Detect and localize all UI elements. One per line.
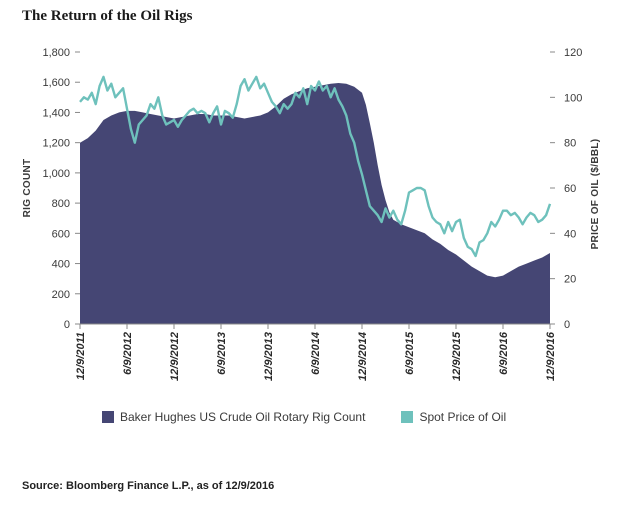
left-tick-label: 1,600	[42, 77, 70, 89]
left-tick-label: 200	[52, 289, 70, 301]
oil-price-line	[79, 75, 552, 258]
left-tick-label: 800	[52, 198, 70, 210]
right-tick-label: 60	[564, 183, 576, 195]
left-tick-label: 1,400	[42, 107, 70, 119]
right-tick-label: 40	[564, 228, 576, 240]
x-tick-label: 6/9/2015	[404, 331, 416, 375]
x-axis-ticks: 12/9/2011 6/9/2012 12/9/2012 6/9/2013 12/9/2…	[75, 324, 557, 381]
chart-title: The Return of the Oil Rigs	[22, 8, 193, 24]
legend-item-oil-price: Spot Price of Oil	[401, 410, 506, 424]
legend-swatch-oil-price	[401, 411, 414, 423]
legend-item-rig-count: Baker Hughes US Crude Oil Rotary Rig Cou…	[102, 410, 365, 424]
right-axis-title: PRICE OF OIL ($/BBL)	[590, 139, 601, 250]
right-axis-ticks: 0 20 40 60 80 100 120	[550, 47, 582, 331]
x-tick-label: 12/9/2015	[451, 331, 463, 381]
x-tick-label: 6/9/2016	[498, 331, 510, 375]
rig-count-area	[80, 83, 550, 324]
right-tick-label: 100	[564, 92, 582, 104]
x-tick-label: 6/9/2014	[310, 332, 322, 375]
x-tick-label: 12/9/2016	[545, 331, 557, 381]
x-tick-label: 12/9/2014	[357, 332, 369, 381]
x-tick-label: 6/9/2013	[216, 332, 228, 375]
right-tick-label: 120	[564, 47, 582, 59]
legend-swatch-rig-count	[102, 411, 114, 423]
left-tick-label: 1,800	[42, 47, 70, 59]
left-tick-label: 600	[52, 228, 70, 240]
x-tick-label: 12/9/2012	[169, 332, 181, 381]
legend: Baker Hughes US Crude Oil Rotary Rig Cou…	[102, 410, 542, 424]
left-axis-title: RIG COUNT	[22, 159, 33, 218]
x-tick-label: 12/9/2011	[75, 332, 87, 380]
left-tick-label: 400	[52, 259, 70, 271]
left-axis-ticks: 0 200 400 600 800 1,000 1,200 1,400 1,600 1,800	[42, 47, 80, 331]
x-tick-label: 12/9/2013	[263, 332, 275, 381]
left-tick-label: 0	[64, 319, 70, 331]
legend-label-rig-count: Baker Hughes US Crude Oil Rotary Rig Cou…	[120, 410, 366, 424]
left-tick-label: 1,200	[42, 138, 70, 150]
x-tick-label: 6/9/2012	[122, 332, 134, 375]
legend-label-oil-price: Spot Price of Oil	[419, 410, 507, 424]
right-tick-label: 80	[564, 138, 576, 150]
left-tick-label: 1,000	[42, 168, 70, 180]
right-tick-label: 0	[564, 319, 570, 331]
source-note: Source: Bloomberg Finance L.P., as of 12…	[22, 480, 275, 492]
right-tick-label: 20	[564, 274, 576, 286]
